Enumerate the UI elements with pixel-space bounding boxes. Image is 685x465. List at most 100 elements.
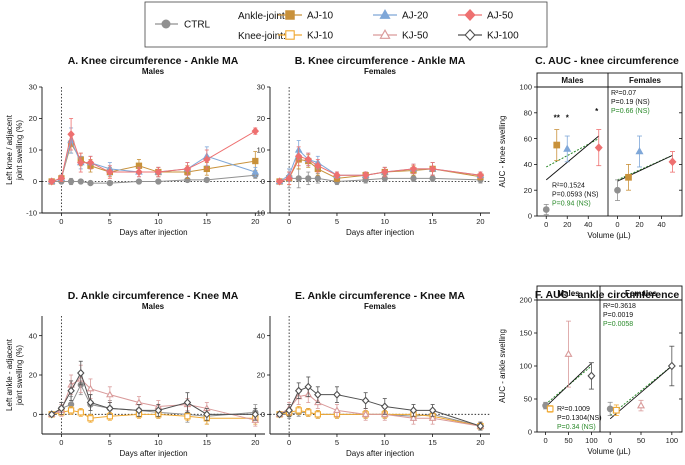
legend-aj10-marker bbox=[285, 10, 295, 20]
auc-frame bbox=[536, 285, 683, 433]
x-tick-label: 5 bbox=[108, 217, 112, 226]
auc-right-plot: 0 20 40 R²=0.07 P=0.19 (NS) P=0.66 (NS) bbox=[611, 90, 677, 229]
data-point-aj50 bbox=[67, 130, 75, 139]
data-point-aj50 bbox=[333, 171, 341, 180]
data-point-ctrl bbox=[106, 179, 114, 187]
x-tick-label: 0 bbox=[608, 436, 612, 445]
data-point-aj20 bbox=[635, 147, 644, 155]
data-point-kj100 bbox=[476, 422, 485, 431]
data-point-aj50 bbox=[304, 155, 312, 164]
data-point-aj50 bbox=[285, 174, 293, 183]
data-point-kj100 bbox=[106, 404, 114, 413]
data-point-kj50 bbox=[361, 410, 370, 417]
data-point-kj100 bbox=[285, 406, 293, 415]
significance-star: * bbox=[595, 107, 599, 116]
y-tick-label: 20 bbox=[524, 186, 532, 195]
data-point-kj100 bbox=[275, 410, 284, 419]
panel-d-subtitle: Males bbox=[142, 302, 165, 311]
data-point-kj100 bbox=[86, 398, 95, 407]
data-point-kj100 bbox=[77, 368, 85, 378]
stats-annotation: R²=0.07 bbox=[611, 90, 636, 97]
data-point-aj50 bbox=[361, 171, 370, 180]
data-point-kj100 bbox=[587, 371, 596, 381]
stats-annotation: R²=0.1009 bbox=[557, 406, 590, 413]
panel-c-title: C. AUC - knee circumference bbox=[535, 55, 679, 67]
data-point-ctrl bbox=[542, 206, 550, 213]
y-axis-label: Left knee / adjacentjoint swelling (%) bbox=[5, 114, 24, 185]
y-tick-label: 100 bbox=[519, 362, 532, 371]
data-point-kj100 bbox=[428, 406, 437, 415]
fit-line-black bbox=[609, 365, 673, 420]
data-point-aj50 bbox=[203, 155, 211, 164]
legend-aj50-marker bbox=[464, 8, 476, 22]
series-aj50 bbox=[47, 118, 260, 186]
data-point-aj50 bbox=[314, 161, 322, 170]
legend-kj100-label: KJ-100 bbox=[487, 31, 519, 42]
data-point-aj20 bbox=[563, 144, 572, 152]
series-kj100 bbox=[275, 376, 485, 431]
data-point-aj50 bbox=[77, 158, 85, 167]
data-point-aj50 bbox=[86, 158, 95, 167]
series-ctrl bbox=[48, 171, 259, 187]
data-point-ctrl bbox=[67, 178, 75, 185]
y-axis-label: AUC - ankle swelling bbox=[498, 329, 507, 403]
y-tick-label: 40 bbox=[257, 331, 265, 340]
stats-annotation: P=0.34 (NS) bbox=[557, 424, 596, 431]
data-point-ctrl bbox=[614, 186, 621, 194]
y-tick-label: 20 bbox=[29, 114, 37, 123]
data-point-kj100 bbox=[667, 361, 676, 371]
y-tick-label: 100 bbox=[519, 83, 532, 92]
data-point-kj10 bbox=[295, 407, 302, 414]
data-point-kj50 bbox=[333, 406, 341, 414]
y-tick-label: 10 bbox=[257, 146, 265, 155]
data-point-aj50 bbox=[135, 167, 143, 177]
series-kj10 bbox=[48, 406, 259, 425]
data-point-aj10 bbox=[553, 141, 561, 149]
y-tick-label: 30 bbox=[29, 83, 37, 92]
x-tick-label: 20 bbox=[476, 217, 484, 226]
panel-d-title: D. Ankle circumference - Knee MA bbox=[68, 290, 239, 302]
data-point-kj100 bbox=[381, 402, 389, 411]
legend-kj10-label: KJ-10 bbox=[307, 31, 334, 42]
data-point-aj50 bbox=[154, 167, 163, 177]
data-point-ctrl bbox=[429, 175, 436, 182]
x-axis-label: Volume (µL) bbox=[587, 447, 631, 456]
data-point-ctrl bbox=[305, 175, 312, 182]
stats-annotation: P=0.0019 bbox=[603, 312, 633, 319]
data-point-aj50 bbox=[183, 164, 192, 173]
panel-e-title: E. Ankle circumference - Knee MA bbox=[295, 290, 465, 302]
auc-header-males: Males bbox=[561, 76, 584, 85]
y-tick-label: 0 bbox=[33, 177, 37, 186]
data-point-kj50 bbox=[636, 401, 646, 409]
x-tick-label: 20 bbox=[251, 217, 259, 226]
legend-kj50-marker bbox=[379, 29, 391, 39]
auc-header-males: Males bbox=[557, 289, 580, 298]
data-point-kj100 bbox=[333, 390, 341, 399]
y-tick-label: -10 bbox=[26, 209, 37, 218]
data-point-aj50 bbox=[594, 143, 603, 152]
data-point-aj50 bbox=[275, 177, 284, 186]
data-point-ctrl bbox=[295, 175, 302, 182]
y-axis-label-line: Left ankle - adjacent bbox=[5, 338, 14, 411]
legend-items: AJ-10 AJ-20 AJ-50 KJ-10 KJ-50 KJ-100 bbox=[278, 8, 519, 42]
x-tick-label: 5 bbox=[335, 217, 339, 226]
y-tick-label: 0 bbox=[33, 410, 37, 419]
data-point-aj50 bbox=[47, 177, 56, 186]
x-tick-label: 10 bbox=[381, 438, 389, 447]
data-point-aj50 bbox=[106, 167, 114, 177]
series-aj50 bbox=[275, 146, 485, 186]
data-point-kj100 bbox=[154, 406, 163, 415]
data-point-kj50 bbox=[135, 398, 143, 406]
x-tick-label: 0 bbox=[287, 438, 291, 447]
x-tick-label: 50 bbox=[637, 436, 645, 445]
x-tick-label: 100 bbox=[666, 436, 679, 445]
x-tick-label: 15 bbox=[428, 217, 436, 226]
stats-annotation: P=0.94 (NS) bbox=[552, 201, 591, 208]
stats-annotation: P=0.19 (NS) bbox=[611, 99, 650, 106]
data-point-kj100 bbox=[203, 410, 211, 419]
y-tick-label: 0 bbox=[261, 410, 265, 419]
data-point-ctrl bbox=[314, 175, 321, 182]
